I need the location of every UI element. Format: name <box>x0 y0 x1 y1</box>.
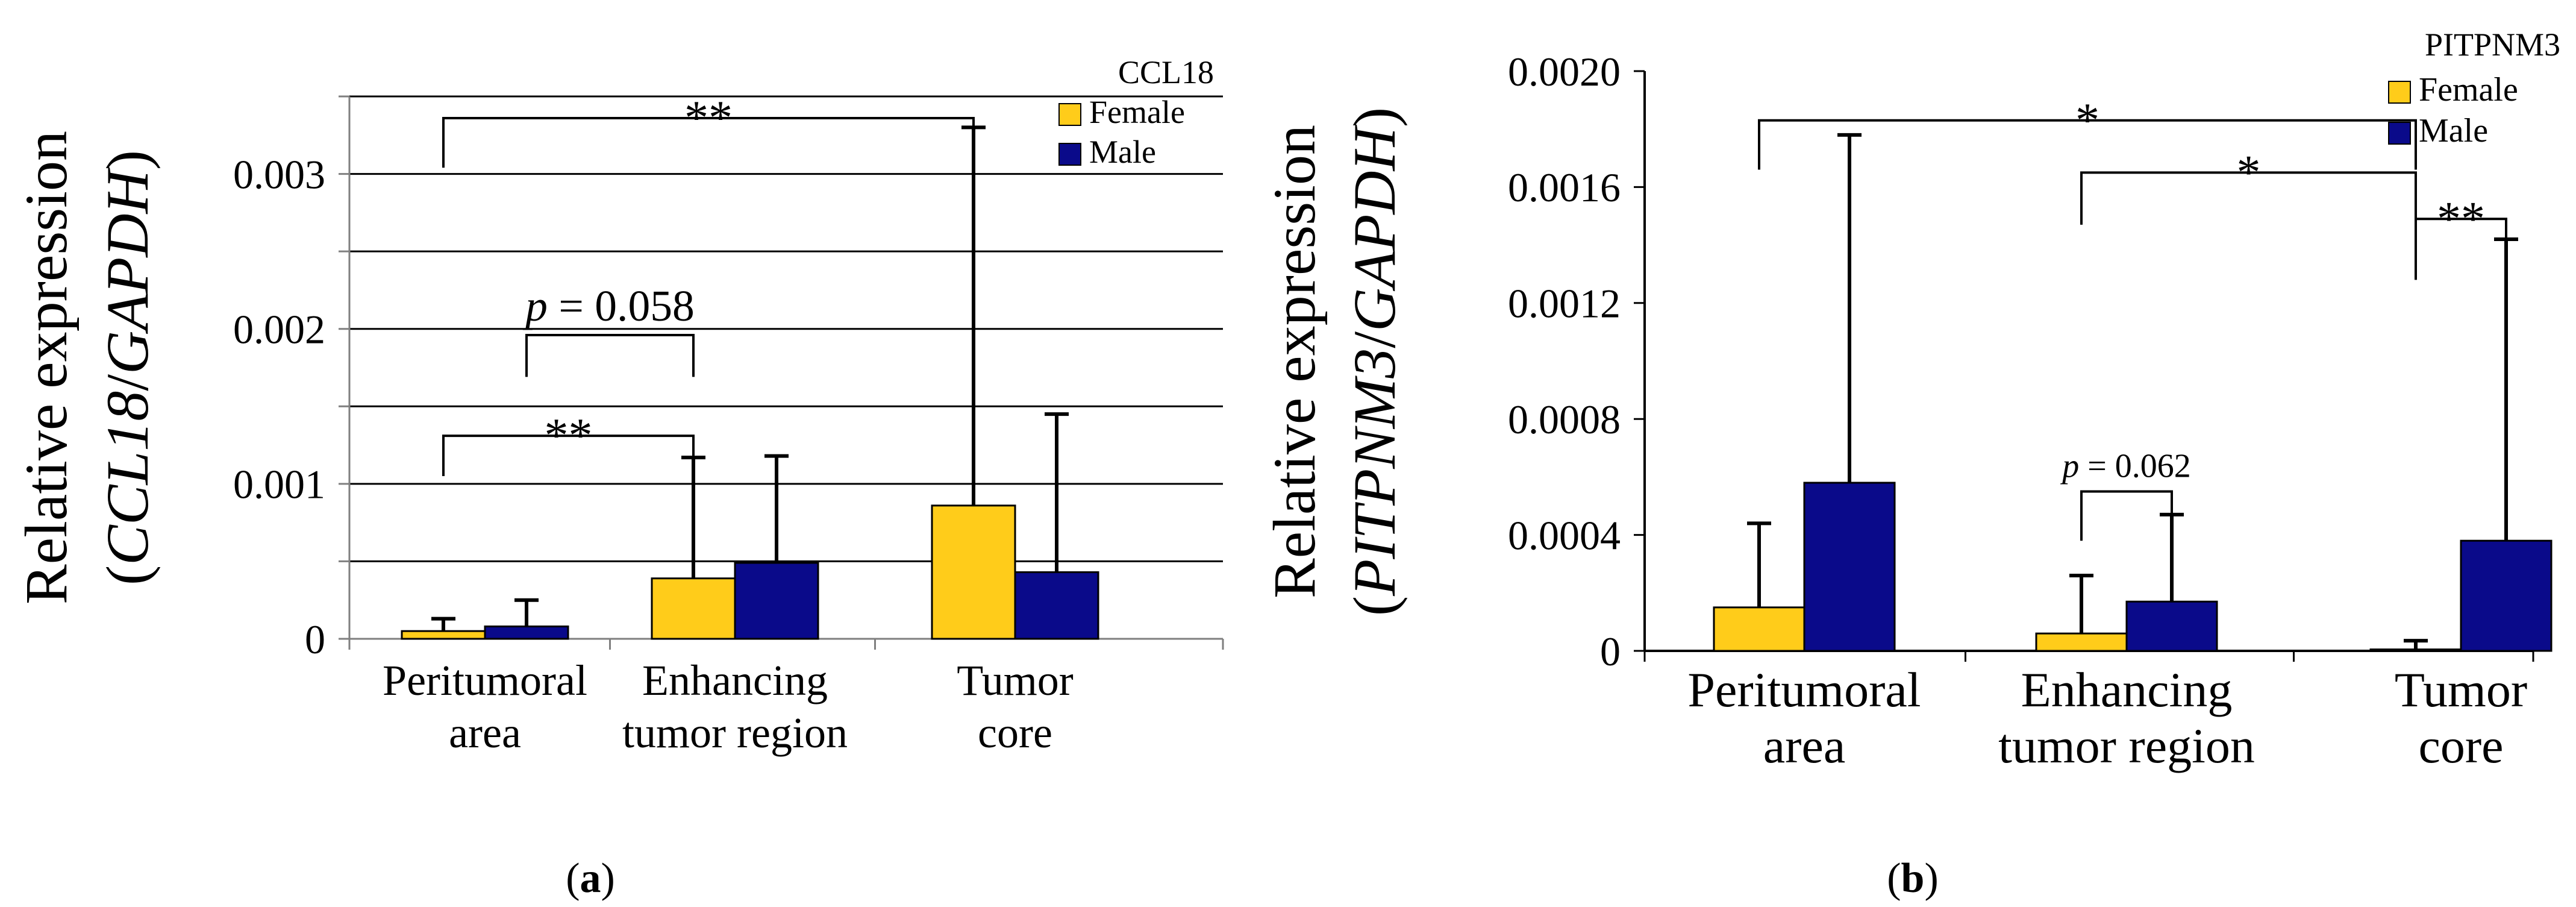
chart-panel-b: 0 0.0004 0.0008 0.0012 0.0016 0.0020 Peritumor… <box>1261 27 2560 902</box>
panel-paren: ( <box>1887 855 1901 902</box>
y-tick-label: 0.002 <box>233 307 325 353</box>
y-axis-gene-name: CCL18 <box>94 391 161 565</box>
panel-paren: ) <box>601 855 615 902</box>
y-axis-subtitle: (PITPNM3/GAPDH) <box>1341 107 1408 616</box>
y-tick-label: 0.0008 <box>1508 397 1621 442</box>
y-axis-punctuation: / <box>1341 331 1408 348</box>
legend-swatch-male <box>2388 122 2411 145</box>
panel-letter: b <box>1901 855 1925 902</box>
significance-stars: ** <box>545 409 593 462</box>
bar-male <box>734 562 819 640</box>
y-axis-gene-name: GAPDH <box>94 167 161 374</box>
panel-paren: ( <box>566 855 580 902</box>
panel-label: (a) <box>566 855 615 902</box>
x-category-label: Peritumoral <box>1687 662 1921 717</box>
significance-stars: ** <box>2437 192 2485 245</box>
y-axis-punctuation: / <box>94 374 161 391</box>
x-category-label: area <box>1763 718 1846 773</box>
y-axis-title: Relative expression <box>1261 125 1328 598</box>
y-tick-label: 0.0020 <box>1508 49 1621 95</box>
bar-female <box>2369 648 2462 652</box>
p-symbol: p <box>2060 447 2079 485</box>
y-axis-punctuation: ( <box>1341 596 1408 616</box>
significance-bracket <box>525 334 695 377</box>
bar-male <box>1014 571 1099 640</box>
significance-stars: * <box>2237 146 2261 199</box>
significance-bracket <box>2080 171 2417 225</box>
bar-male <box>484 625 569 640</box>
significance-bracket <box>1758 119 2417 170</box>
significance-bracket <box>2415 218 2507 280</box>
y-tick-label: 0 <box>305 617 325 662</box>
x-category-label: area <box>449 709 521 757</box>
legend-label-female: Female <box>1089 94 1185 130</box>
legend-swatch-male <box>1058 143 1081 166</box>
p-value-label: p = 0.062 <box>2060 447 2191 485</box>
x-category-label: Peritumoral <box>383 656 587 705</box>
y-tick-label: 0.0004 <box>1508 512 1621 558</box>
y-tick-label: 0.003 <box>233 151 325 197</box>
legend-swatch-female <box>1058 103 1081 126</box>
y-axis-punctuation: ) <box>94 150 161 170</box>
legend-label-female: Female <box>2419 71 2518 108</box>
x-category-label: core <box>978 709 1052 757</box>
y-axis-punctuation: ( <box>94 565 161 585</box>
y-tick-label: 0.0016 <box>1508 165 1621 210</box>
chart-title: PITPNM3 <box>2425 27 2560 63</box>
panel-letter: a <box>580 855 601 902</box>
significance-stars: * <box>2075 94 2099 147</box>
y-tick-label: 0.0012 <box>1508 281 1621 327</box>
x-category-label: Tumor <box>957 656 1073 705</box>
bar-female <box>931 504 1016 640</box>
legend-swatch-female <box>2388 81 2411 104</box>
x-category-label: tumor region <box>1998 718 2255 773</box>
y-axis-subtitle: (CCL18/GAPDH) <box>94 150 161 585</box>
bar-male <box>2125 600 2218 652</box>
x-category-label: Enhancing <box>642 656 828 705</box>
y-axis-punctuation: ) <box>1341 107 1408 127</box>
y-tick-label: 0.001 <box>233 462 325 507</box>
p-value: 0.058 <box>595 281 695 330</box>
equals-sign: = <box>548 281 595 330</box>
bar-male <box>2460 539 2553 652</box>
significance-bracket <box>442 435 695 476</box>
x-category-label: tumor region <box>622 709 848 757</box>
significance-stars: ** <box>684 92 733 145</box>
bar-female <box>401 630 486 640</box>
chart-title: CCL18 <box>1118 54 1214 90</box>
equals-sign: = <box>2079 447 2115 485</box>
legend-label-male: Male <box>1089 134 1156 170</box>
x-category-label: Enhancing <box>2021 662 2233 717</box>
panel-label: (b) <box>1887 855 1939 902</box>
x-category-label: Tumor <box>2395 662 2527 717</box>
bar-female <box>2035 632 2128 652</box>
significance-bracket <box>2080 490 2173 541</box>
y-axis-gene-name: GAPDH <box>1341 124 1408 331</box>
y-tick-label: 0 <box>1600 629 1621 674</box>
bar-male <box>1803 482 1896 652</box>
y-axis-gene-name: PITPNM3 <box>1341 348 1408 597</box>
significance-bracket <box>442 117 975 168</box>
y-axis-title: Relative expression <box>13 131 80 604</box>
p-symbol: p <box>522 281 548 330</box>
p-value-label: p = 0.058 <box>522 281 695 330</box>
bar-female <box>1713 606 1805 652</box>
x-category-label: core <box>2418 718 2503 773</box>
p-value: 0.062 <box>2115 447 2191 485</box>
panel-paren: ) <box>1924 855 1938 902</box>
bar-female <box>651 577 736 640</box>
legend-label-male: Male <box>2419 112 2488 149</box>
